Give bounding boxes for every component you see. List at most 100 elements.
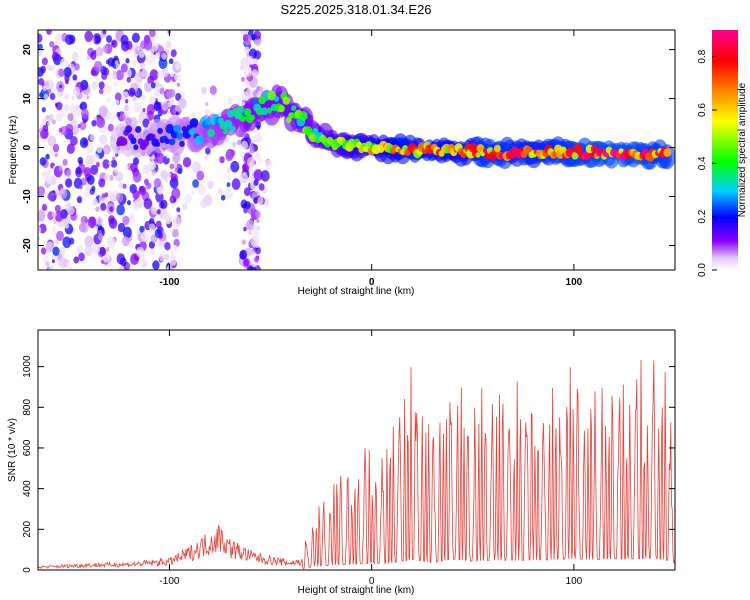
heatmap-cell	[219, 156, 225, 164]
heatmap-cell	[112, 81, 118, 88]
heatmap-cell	[663, 148, 672, 157]
heatmap-cell	[253, 179, 259, 186]
heatmap-cell	[196, 170, 205, 181]
heatmap-cell	[189, 118, 199, 128]
heatmap-cell	[112, 73, 118, 80]
y-tick-label: 10	[22, 93, 33, 105]
heatmap-cell	[133, 144, 139, 151]
heatmap-cell	[98, 88, 104, 95]
heatmap-cell	[150, 82, 156, 89]
heatmap-cell	[93, 225, 99, 232]
heatmap-cell	[103, 67, 110, 76]
heatmap-cell	[71, 118, 78, 127]
y-tick-label: 200	[22, 521, 33, 538]
heatmap-cell	[150, 248, 155, 255]
heatmap-cell	[41, 107, 46, 113]
heatmap-cell	[78, 222, 87, 233]
y-tick-label: 800	[22, 399, 33, 416]
heatmap-cell	[273, 96, 280, 102]
heatmap-cell	[236, 139, 242, 146]
heatmap-cell	[115, 69, 124, 81]
heatmap-cell	[106, 237, 116, 249]
heatmap-cell	[62, 236, 72, 249]
heatmap-cell	[114, 168, 118, 174]
heatmap-cell	[482, 147, 488, 154]
heatmap-cell	[47, 135, 57, 147]
heatmap-cell	[164, 138, 171, 145]
snr-frame	[37, 329, 676, 571]
heatmap-cell	[98, 178, 106, 188]
heatmap-cell	[157, 127, 163, 134]
heatmap-cell	[253, 30, 261, 40]
heatmap-cell	[170, 173, 178, 183]
heatmap-cell	[142, 108, 146, 112]
y-tick-label: -20	[22, 238, 33, 253]
y-tick-label: -10	[22, 189, 33, 204]
heatmap-cell	[65, 202, 72, 211]
heatmap-cell	[116, 192, 124, 203]
heatmap-cell	[157, 70, 164, 79]
heatmap-cell	[264, 160, 273, 171]
heatmap-cell	[41, 57, 48, 66]
heatmap-cell	[47, 121, 51, 126]
heatmap-cell	[63, 104, 70, 112]
heatmap-cell	[92, 84, 97, 91]
heatmap-cell	[128, 216, 133, 222]
heatmap-cell	[169, 138, 176, 146]
heatmap-cell	[249, 146, 255, 154]
heatmap-cell	[64, 223, 70, 229]
heatmap-cell	[243, 66, 252, 77]
heatmap-cell	[134, 71, 144, 83]
chart-title: S225.2025.318.01.34.E26	[280, 2, 431, 17]
heatmap-cell	[52, 246, 60, 256]
heatmap-cell	[109, 206, 114, 212]
heatmap-cell	[71, 95, 75, 100]
y-tick-label: 600	[22, 439, 33, 456]
heatmap-cell	[227, 174, 232, 181]
heatmap-cell	[239, 172, 248, 184]
heatmap-cell	[40, 129, 48, 139]
heatmap-cell	[258, 158, 263, 165]
heatmap-cell	[140, 254, 146, 261]
heatmap-cell	[175, 111, 179, 116]
heatmap-cell	[176, 207, 181, 213]
heatmap-cell	[120, 63, 128, 73]
heatmap-cell	[475, 152, 481, 158]
heatmap-cell	[236, 106, 244, 114]
heatmap-cell	[83, 119, 87, 124]
heatmap-cell	[169, 195, 176, 204]
heatmap-cell	[200, 199, 208, 209]
heatmap-cell	[201, 86, 207, 95]
heatmap-cell	[149, 30, 156, 38]
heatmap-cell	[255, 210, 261, 219]
heatmap-cell	[256, 218, 260, 223]
heatmap-cell	[90, 51, 97, 60]
heatmap-cell	[73, 86, 81, 96]
colorbar-tick-label: 0.2	[697, 209, 708, 223]
heatmap-cell	[48, 265, 55, 270]
heatmap-cell	[225, 151, 234, 162]
heatmap-cell	[79, 121, 87, 131]
heatmap-cell	[48, 168, 53, 175]
heatmap-cell	[138, 185, 147, 196]
heatmap-cell	[51, 259, 55, 264]
heatmap-cell	[125, 99, 129, 104]
heatmap-cell	[207, 181, 214, 189]
heatmap-cell	[99, 247, 107, 256]
heatmap-cell	[173, 124, 181, 133]
heatmap-cell	[155, 52, 161, 59]
snr-xlabel: Height of straight line (km)	[298, 585, 415, 596]
heatmap-cell	[102, 159, 110, 169]
heatmap-cell	[85, 156, 94, 167]
heatmap-cell	[160, 170, 169, 180]
heatmap-cell	[148, 217, 155, 226]
x-tick-label: -100	[159, 277, 179, 288]
heatmap-cell	[93, 60, 103, 73]
heatmap-cell	[242, 34, 249, 42]
heatmap-cell	[63, 67, 72, 78]
heatmap-cell	[119, 113, 126, 122]
heatmap-cell	[67, 113, 74, 122]
